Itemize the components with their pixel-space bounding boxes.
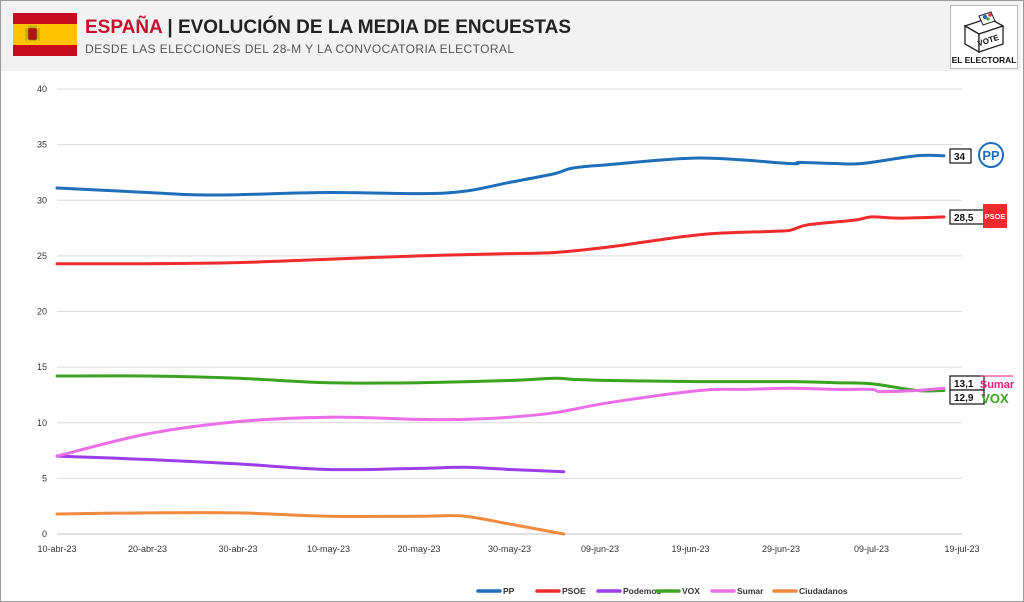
- legend-item-pp: PP: [476, 586, 515, 596]
- end-label-box: [949, 389, 985, 405]
- ballot-box-icon: VOTE: [963, 11, 1005, 54]
- legend-item-sumar: Sumar: [710, 586, 764, 596]
- sumar-logo-text: Sumar: [980, 379, 1015, 391]
- series-line-podemos: [55, 454, 566, 474]
- end-label-value: 12,9: [954, 393, 974, 404]
- x-tick-label: 10-may-23: [307, 544, 350, 554]
- pp-logo-icon: PP: [978, 142, 1004, 168]
- x-tick-label: 20-may-23: [397, 544, 440, 554]
- vox-logo-text: VOX: [981, 391, 1009, 406]
- x-tick-label: 30-may-23: [488, 544, 531, 554]
- psoe-logo-text: PSOE: [985, 212, 1006, 221]
- x-tick-label: 20-abr-23: [128, 544, 167, 554]
- legend: PP PSOE Podemos VOX Sumar Ciudadanos: [476, 586, 848, 596]
- vox-logo-icon: VOX: [981, 391, 1009, 406]
- psoe-logo-icon: PSOE: [983, 204, 1007, 228]
- legend-label: PP: [503, 586, 515, 596]
- y-tick-label: 35: [37, 140, 47, 150]
- y-tick-label: 40: [37, 84, 47, 94]
- y-axis-ticks: 0 5 10 15 20 25 30 35 40: [37, 84, 47, 539]
- end-label-vox: 12,9: [949, 389, 985, 405]
- y-tick-label: 10: [37, 418, 47, 428]
- title-text: EVOLUCIÓN DE LA MEDIA DE ENCUESTAS: [177, 17, 571, 38]
- legend-label: Podemos: [623, 586, 662, 596]
- header: ESPAÑA | EVOLUCIÓN DE LA MEDIA DE ENCUES…: [1, 1, 1021, 71]
- x-tick-label: 29-jun-23: [762, 544, 800, 554]
- legend-label: PSOE: [562, 586, 586, 596]
- end-label-pp: 34: [949, 148, 972, 164]
- x-axis-ticks: 10-abr-23 20-abr-23 30-abr-23 10-may-23 20-m…: [37, 544, 979, 554]
- party-logos: PP PSOE Sumar VOX: [978, 142, 1015, 406]
- y-tick-label: 15: [37, 362, 47, 372]
- el-electoral-logo: VOTE EL ELECTORAL: [950, 5, 1018, 69]
- legend-item-podemos: Podemos: [596, 586, 662, 596]
- legend-item-ciudadanos: Ciudadanos: [772, 586, 848, 596]
- pp-logo-text: PP: [982, 148, 1000, 163]
- legend-label: Ciudadanos: [799, 586, 848, 596]
- legend-label: VOX: [682, 586, 700, 596]
- series-line-psoe: [55, 215, 946, 266]
- chart-subtitle: DESDE LAS ELECCIONES DEL 28-M Y LA CONVO…: [85, 42, 515, 56]
- country-name: ESPAÑA: [85, 17, 163, 38]
- series-line-pp: [55, 153, 946, 197]
- end-label-box: [949, 148, 972, 164]
- x-tick-label: 19-jul-23: [944, 544, 979, 554]
- x-tick-label: 19-jun-23: [671, 544, 709, 554]
- series-lines: [55, 153, 946, 536]
- end-value-labels: 34 28,5 13,1 12,9: [949, 148, 985, 405]
- legend-label: Sumar: [737, 586, 764, 596]
- x-tick-label: 30-abr-23: [218, 544, 257, 554]
- title-separator: |: [162, 17, 178, 38]
- y-tick-label: 5: [42, 473, 47, 483]
- chart-title: ESPAÑA | EVOLUCIÓN DE LA MEDIA DE ENCUES…: [85, 17, 571, 39]
- legend-item-psoe: PSOE: [535, 586, 586, 596]
- logo-text: EL ELECTORAL: [951, 55, 1017, 65]
- y-tick-label: 25: [37, 251, 47, 261]
- end-label-value: 34: [954, 152, 966, 163]
- y-tick-label: 30: [37, 195, 47, 205]
- end-label-psoe: 28,5: [949, 209, 985, 225]
- y-tick-label: 20: [37, 307, 47, 317]
- y-tick-label: 0: [42, 529, 47, 539]
- grid-lines: [57, 88, 962, 535]
- x-tick-label: 10-abr-23: [37, 544, 76, 554]
- line-chart: 0 5 10 15 20 25 30 35 40 10-abr-23 20-abr-23 30-ab…: [37, 84, 1015, 596]
- series-line-ciudadanos: [55, 511, 566, 536]
- spain-flag-icon: [13, 13, 77, 56]
- series-line-sumar: [55, 386, 946, 458]
- series-line-vox: [55, 374, 946, 393]
- x-tick-label: 09-jun-23: [581, 544, 619, 554]
- x-tick-label: 09-jul-23: [854, 544, 889, 554]
- end-label-value: 13,1: [954, 379, 974, 390]
- end-label-value: 28,5: [954, 213, 974, 224]
- legend-item-vox: VOX: [655, 586, 700, 596]
- sumar-logo-icon: Sumar: [980, 375, 1015, 391]
